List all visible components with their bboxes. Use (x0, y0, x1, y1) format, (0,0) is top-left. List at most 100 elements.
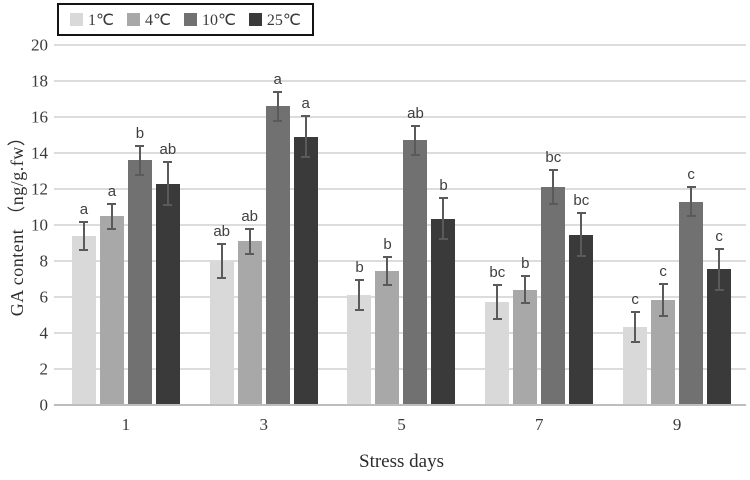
bar-group-day9: c c c c (608, 45, 746, 405)
bar-slot-25c-day7: bc (569, 45, 594, 405)
x-tick-label-day7: 7 (535, 415, 544, 434)
error-bar-line (386, 257, 389, 285)
legend-label: 10℃ (201, 11, 236, 29)
error-bar-25c-day5 (438, 197, 448, 241)
bar-slot-10c-day1: b (127, 45, 152, 405)
x-tick-label-day3: 3 (259, 415, 268, 434)
sig-letter-1c-day7: bc (489, 263, 506, 281)
error-bar-1c-day7 (492, 283, 502, 320)
error-bar-4c-day3 (245, 227, 255, 255)
legend-label: 4℃ (144, 11, 171, 29)
legend-item-25c: 25℃ (248, 10, 301, 30)
error-bar-4c-day5 (382, 255, 392, 287)
bar-group-day5: b b ab b (333, 45, 471, 405)
gridline-y2 (54, 368, 746, 370)
sig-letter-25c-day7: bc (573, 192, 590, 210)
bar-25c-day3 (293, 136, 318, 405)
error-bar-10c-day7 (548, 169, 558, 206)
error-bar-line (580, 214, 583, 256)
gridline-y8 (54, 260, 746, 262)
y-tick-label-12: 12 (31, 179, 48, 199)
sig-letter-4c-day7: b (521, 255, 530, 273)
bar-group-day7: bc b bc bc (470, 45, 608, 405)
bar-10c-day7 (541, 187, 566, 405)
plot-area: a a b ab ab ab a a b b ab b bc b bc bc c c c c (54, 44, 746, 406)
x-tick-label-day9: 9 (672, 415, 682, 434)
bar-10c-day5 (403, 140, 428, 405)
bar-slot-4c-day7: b (513, 45, 538, 405)
y-tick-label-6: 6 (39, 287, 49, 307)
bar-25c-day7 (569, 234, 594, 405)
error-bar-line (220, 245, 223, 277)
sig-letter-4c-day9: c (659, 262, 667, 280)
error-bar-4c-day7 (520, 275, 530, 305)
legend-item-4c: 4℃ (126, 10, 171, 30)
gridline-y20 (54, 44, 746, 46)
error-bar-10c-day9 (686, 186, 696, 217)
gridline-y18 (54, 80, 746, 82)
bar-4c-day5 (375, 270, 400, 405)
bar-group-day1: a a b ab (57, 45, 195, 405)
sig-letter-25c-day9: c (715, 227, 723, 245)
legend: 1℃ 4℃ 10℃ 25℃ (57, 3, 314, 36)
bar-slot-4c-day9: c (651, 45, 676, 405)
sig-letter-4c-day3: ab (241, 207, 259, 225)
x-tick-label-day5: 5 (397, 415, 406, 434)
legend-swatch-icon (183, 13, 197, 26)
bar-1c-day3 (209, 261, 234, 405)
sig-letter-1c-day1: a (79, 200, 89, 218)
legend-swatch-icon (126, 13, 140, 26)
error-bar-10c-day1 (135, 144, 145, 176)
bar-4c-day1 (99, 216, 124, 405)
bar-slot-4c-day5: b (375, 45, 400, 405)
bar-10c-day9 (679, 201, 704, 405)
error-bar-1c-day1 (79, 220, 89, 252)
bar-slot-1c-day5: b (347, 45, 372, 405)
error-bar-line (662, 284, 665, 315)
y-tick-label-16: 16 (31, 107, 48, 127)
legend-swatch-icon (248, 13, 262, 26)
bar-slot-25c-day5: b (431, 45, 456, 405)
error-bar-line (138, 146, 141, 174)
bar-4c-day7 (513, 289, 538, 405)
error-bar-1c-day3 (217, 243, 227, 279)
bar-1c-day1 (71, 235, 96, 405)
bar-slot-10c-day7: bc (541, 45, 566, 405)
legend-label: 1℃ (88, 11, 114, 29)
bar-slot-10c-day5: ab (403, 45, 428, 405)
bar-10c-day1 (127, 160, 152, 405)
y-tick-label-14: 14 (31, 143, 48, 163)
bar-slot-25c-day1: ab (155, 45, 180, 405)
error-bar-25c-day9 (714, 247, 724, 291)
error-bar-1c-day9 (630, 310, 640, 343)
error-bar-10c-day3 (273, 90, 283, 122)
bar-slot-25c-day3: a (293, 45, 318, 405)
bar-slot-1c-day9: c (623, 45, 648, 405)
y-tick-label-20: 20 (31, 35, 48, 55)
y-tick-label-18: 18 (31, 71, 48, 91)
bar-4c-day9 (651, 299, 676, 405)
bar-10c-day3 (265, 106, 290, 405)
bar-slot-10c-day9: c (679, 45, 704, 405)
error-bar-line (82, 222, 85, 250)
sig-letter-1c-day9: c (631, 290, 639, 308)
y-tick-label-4: 4 (39, 323, 49, 343)
sig-letter-10c-day9: c (687, 166, 695, 184)
gridline-y16 (54, 116, 746, 118)
error-bar-1c-day5 (354, 279, 364, 312)
sig-letter-10c-day5: ab (407, 105, 424, 123)
error-bar-line (634, 312, 637, 341)
x-axis-ticks: 1 3 5 7 9 (57, 415, 746, 435)
bar-slot-1c-day7: bc (485, 45, 510, 405)
x-axis-title: Stress days (359, 451, 444, 472)
bar-25c-day5 (431, 218, 456, 405)
sig-letter-4c-day1: a (107, 182, 117, 200)
bar-1c-day5 (347, 295, 372, 405)
error-bar-line (110, 204, 113, 228)
error-bar-line (248, 229, 251, 253)
legend-item-1c: 1℃ (70, 10, 114, 30)
gridline-y6 (54, 296, 746, 298)
y-tick-label-2: 2 (39, 359, 49, 379)
error-bar-line (276, 92, 279, 120)
